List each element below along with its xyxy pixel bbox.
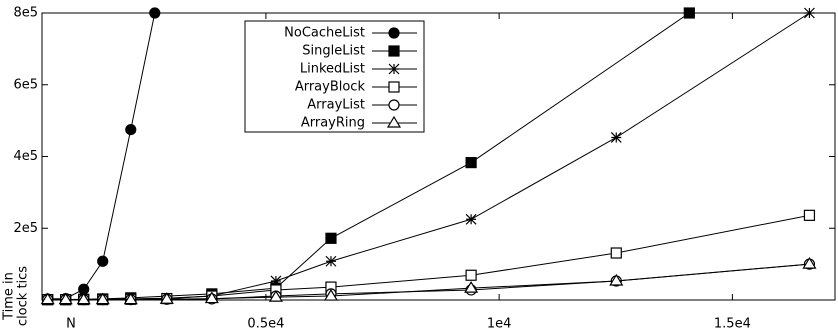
marker <box>123 292 138 305</box>
plot-border <box>41 12 836 301</box>
legend-label: ArrayBlock <box>295 80 366 95</box>
y-tick-label: 8e5 <box>13 6 38 21</box>
marker <box>159 292 174 304</box>
legend-label: NoCacheList <box>284 26 365 41</box>
marker <box>683 7 695 19</box>
legend-box <box>244 20 425 133</box>
x-tick-label: 1.5e4 <box>714 317 751 332</box>
legend-marker <box>388 81 400 93</box>
legend-marker <box>388 63 400 75</box>
series-line <box>47 214 810 301</box>
marker <box>465 156 477 169</box>
marker <box>270 275 282 287</box>
legend-label: SingleList <box>302 44 365 59</box>
legend-label: ArrayRing <box>301 116 365 131</box>
marker <box>149 7 161 19</box>
y-tick-label: 2e5 <box>13 221 38 236</box>
marker <box>125 123 137 136</box>
y-tick-label: 6e5 <box>13 77 38 92</box>
marker <box>804 7 815 19</box>
marker <box>465 213 477 225</box>
series-line <box>47 12 810 301</box>
y-axis-label: clock tics <box>16 266 31 326</box>
legend-marker <box>388 27 400 39</box>
marker <box>803 209 816 221</box>
marker <box>323 288 339 301</box>
marker <box>325 255 337 267</box>
marker <box>95 292 110 305</box>
marker <box>58 292 73 305</box>
marker <box>268 289 283 302</box>
legend-marker <box>388 99 400 111</box>
marker <box>40 292 55 305</box>
marker <box>204 291 219 304</box>
marker <box>610 247 622 259</box>
y-axis-label: Time in <box>2 272 17 321</box>
marker <box>802 256 817 269</box>
x-axis-label: N <box>66 317 76 332</box>
legend-label: LinkedList <box>300 62 365 77</box>
legend-label: ArrayList <box>307 98 365 113</box>
marker <box>325 232 337 244</box>
marker <box>464 280 479 293</box>
marker <box>76 292 91 305</box>
legend-marker <box>388 45 400 57</box>
marker <box>609 273 624 286</box>
legend-marker <box>386 115 402 128</box>
y-tick-label: 4e5 <box>13 149 38 164</box>
marker <box>610 132 622 143</box>
marker <box>465 269 477 281</box>
marker <box>97 255 109 267</box>
x-tick-label: 0.5e4 <box>247 317 284 332</box>
x-tick-label: 1e4 <box>487 317 512 332</box>
